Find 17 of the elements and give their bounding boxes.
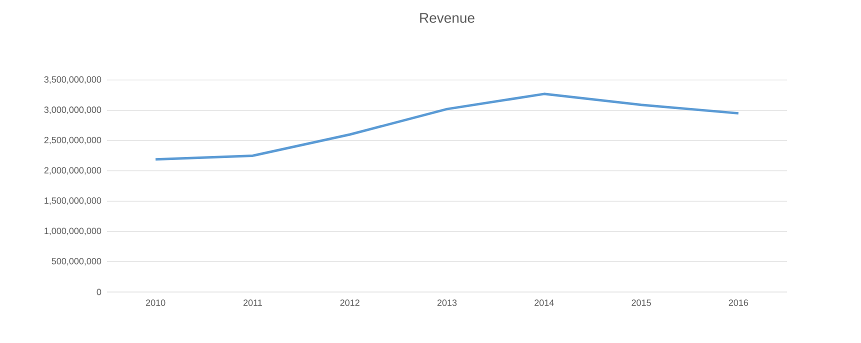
x-tick-label: 2013 — [437, 300, 457, 306]
x-tick-label: 2015 — [632, 300, 651, 306]
y-tick-label: 2,000,000,000 — [44, 167, 102, 175]
x-tick-label: 2011 — [243, 300, 262, 306]
y-tick-label: 2,500,000,000 — [44, 136, 102, 144]
y-tick-label: 1,000,000,000 — [44, 228, 102, 236]
y-tick-label: 1,500,000,000 — [44, 197, 102, 205]
y-tick-label: 500,000,000 — [52, 258, 102, 266]
x-tick-label: 2012 — [340, 300, 360, 306]
x-tick-label: 2016 — [728, 300, 748, 306]
chart-title: Revenue — [420, 13, 474, 23]
x-tick-label: 2010 — [146, 300, 166, 306]
line-series — [154, 92, 740, 161]
y-tick-label: 3,000,000,000 — [44, 106, 102, 114]
y-tick-label: 3,500,000,000 — [44, 76, 102, 84]
x-tick-label: 2014 — [534, 300, 554, 306]
y-tick-label: 0 — [96, 288, 102, 296]
